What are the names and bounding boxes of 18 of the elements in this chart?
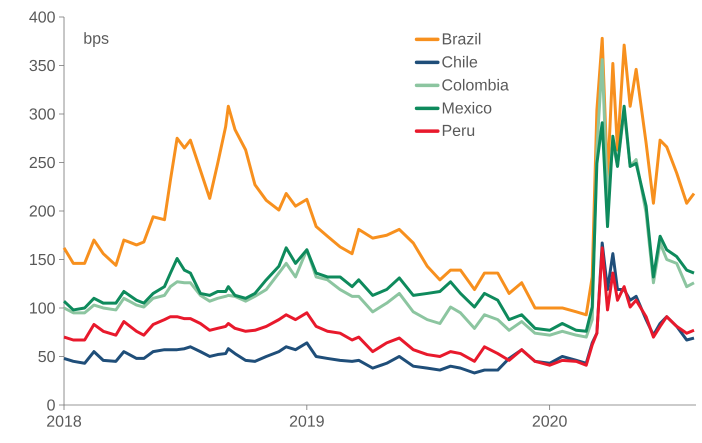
- y-tick-label: 50: [38, 350, 55, 362]
- legend-label: Mexico: [442, 102, 492, 114]
- legend-label: Brazil: [442, 32, 480, 45]
- y-tick-label: 0: [47, 399, 55, 411]
- y-tick-label: 250: [30, 156, 55, 168]
- x-tick-label: 2019: [290, 416, 324, 427]
- y-tick-label: 400: [29, 11, 55, 23]
- x-tick-label: 2018: [47, 416, 82, 427]
- annotation: bps: [84, 32, 108, 48]
- x-tick-label: 2020: [532, 416, 567, 427]
- legend-label: Peru: [442, 124, 474, 136]
- y-tick-label: 300: [30, 108, 55, 120]
- legend-label: Chile: [442, 56, 478, 68]
- y-tick-label: 100: [30, 302, 55, 314]
- legend-label: Colombia: [442, 78, 509, 91]
- y-tick-label: 200: [30, 205, 55, 217]
- y-tick-label: 350: [30, 60, 55, 72]
- y-tick-label: 150: [30, 254, 55, 266]
